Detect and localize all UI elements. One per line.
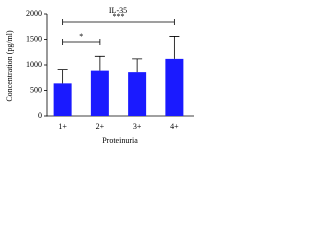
error-bar xyxy=(94,55,105,71)
y-tick-label: 1500 xyxy=(26,34,42,43)
bar xyxy=(128,72,147,116)
error-bar xyxy=(169,36,180,59)
y-tick-label: 500 xyxy=(30,85,42,94)
significance-bracket xyxy=(62,19,175,25)
y-tick-label: 2000 xyxy=(26,9,42,18)
significance-bracket xyxy=(62,39,101,45)
bar xyxy=(90,70,109,116)
x-tick-label: 2+ xyxy=(96,122,105,131)
error-bar xyxy=(132,58,143,73)
y-tick-label: 1000 xyxy=(26,60,42,69)
x-tick-label: 3+ xyxy=(133,122,142,131)
x-axis-label: Proteinuria xyxy=(102,136,138,145)
y-tick-label: 0 xyxy=(38,111,42,120)
bar xyxy=(165,58,184,116)
y-axis-label: Concentration (pg/ml) xyxy=(5,30,14,102)
error-bar xyxy=(57,69,68,84)
significance-label: *** xyxy=(113,12,125,21)
chart-title: IL-35 xyxy=(109,6,127,15)
chart: IL-35 Concentration (pg/ml) Proteinuria … xyxy=(5,6,194,145)
x-tick-label: 1+ xyxy=(58,122,67,131)
significance-label: * xyxy=(79,32,83,41)
x-tick-label: 4+ xyxy=(170,122,179,131)
bar xyxy=(53,83,72,116)
